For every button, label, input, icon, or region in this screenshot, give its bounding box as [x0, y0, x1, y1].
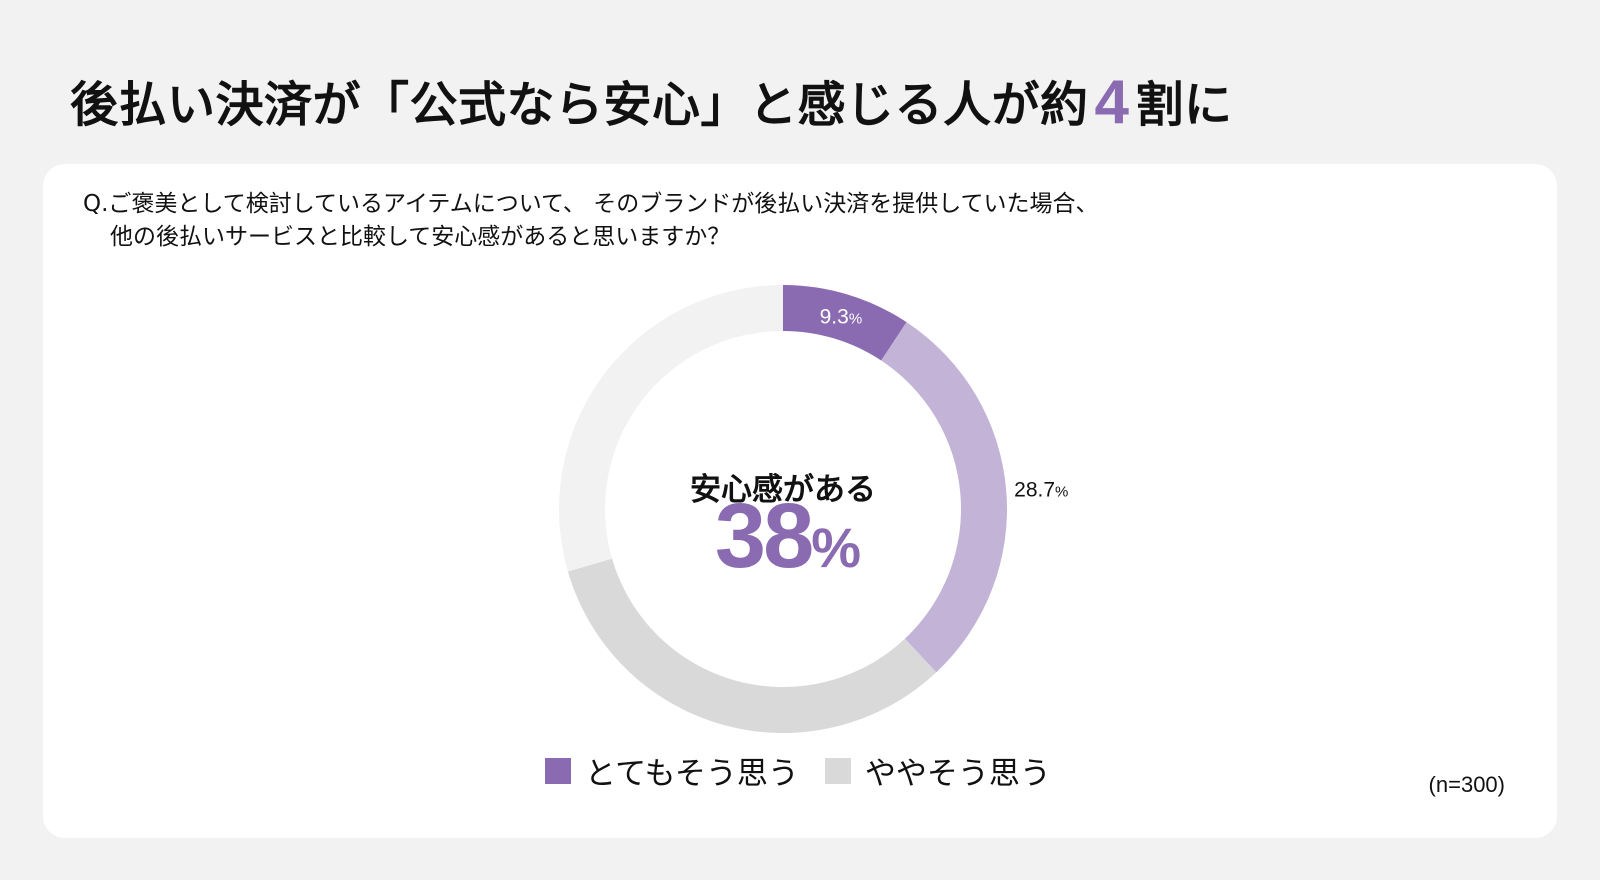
center-label: 安心感がある: [690, 472, 876, 508]
headline-prefix: 後払い決済が「公式なら安心」と感じる人が約: [70, 77, 1089, 133]
sample-size: (n=300): [1428, 772, 1505, 797]
center-value-unit: %: [811, 516, 862, 579]
center-value: 38%: [715, 484, 861, 589]
donut-slice-1: [783, 285, 907, 361]
donut-slice-3: [567, 558, 937, 733]
legend-label: ややそう思う: [864, 756, 1051, 792]
headline-suffix: 割に: [1135, 77, 1233, 133]
page-title: 後払い決済が「公式なら安心」と感じる人が約4 割に: [70, 72, 1233, 134]
legend-swatch: [824, 757, 851, 784]
donut-slice-4: [559, 285, 783, 572]
chart-card: Q.ご褒美として検討しているアイテムについて、 そのブランドが後払い決済を提供し…: [43, 164, 1557, 838]
headline-number: 4: [1094, 68, 1130, 137]
donut-slice-2: [881, 322, 1008, 673]
chart-legend: とてもそう思う ややそう思う: [545, 748, 1077, 793]
question-line-1: Q.ご褒美として検討しているアイテムについて、 そのブランドが後払い決済を提供し…: [83, 191, 1099, 217]
center-value-number: 38: [714, 485, 814, 587]
legend-item-2: ややそう思う: [824, 748, 1051, 793]
question-line-2: 他の後払いサービスと比較して安心感があると思いますか？: [110, 224, 731, 250]
data-label-2: 28.7%: [1014, 478, 1068, 501]
data-label-1: 9.3%: [820, 306, 863, 329]
legend-item-1: とてもそう思う: [545, 748, 799, 793]
survey-question: Q.ご褒美として検討しているアイテムについて、 そのブランドが後払い決済を提供し…: [83, 188, 1099, 254]
donut-chart: 9.3% 28.7%: [559, 285, 1068, 733]
legend-label: とてもそう思う: [585, 756, 799, 792]
legend-swatch: [545, 757, 571, 784]
